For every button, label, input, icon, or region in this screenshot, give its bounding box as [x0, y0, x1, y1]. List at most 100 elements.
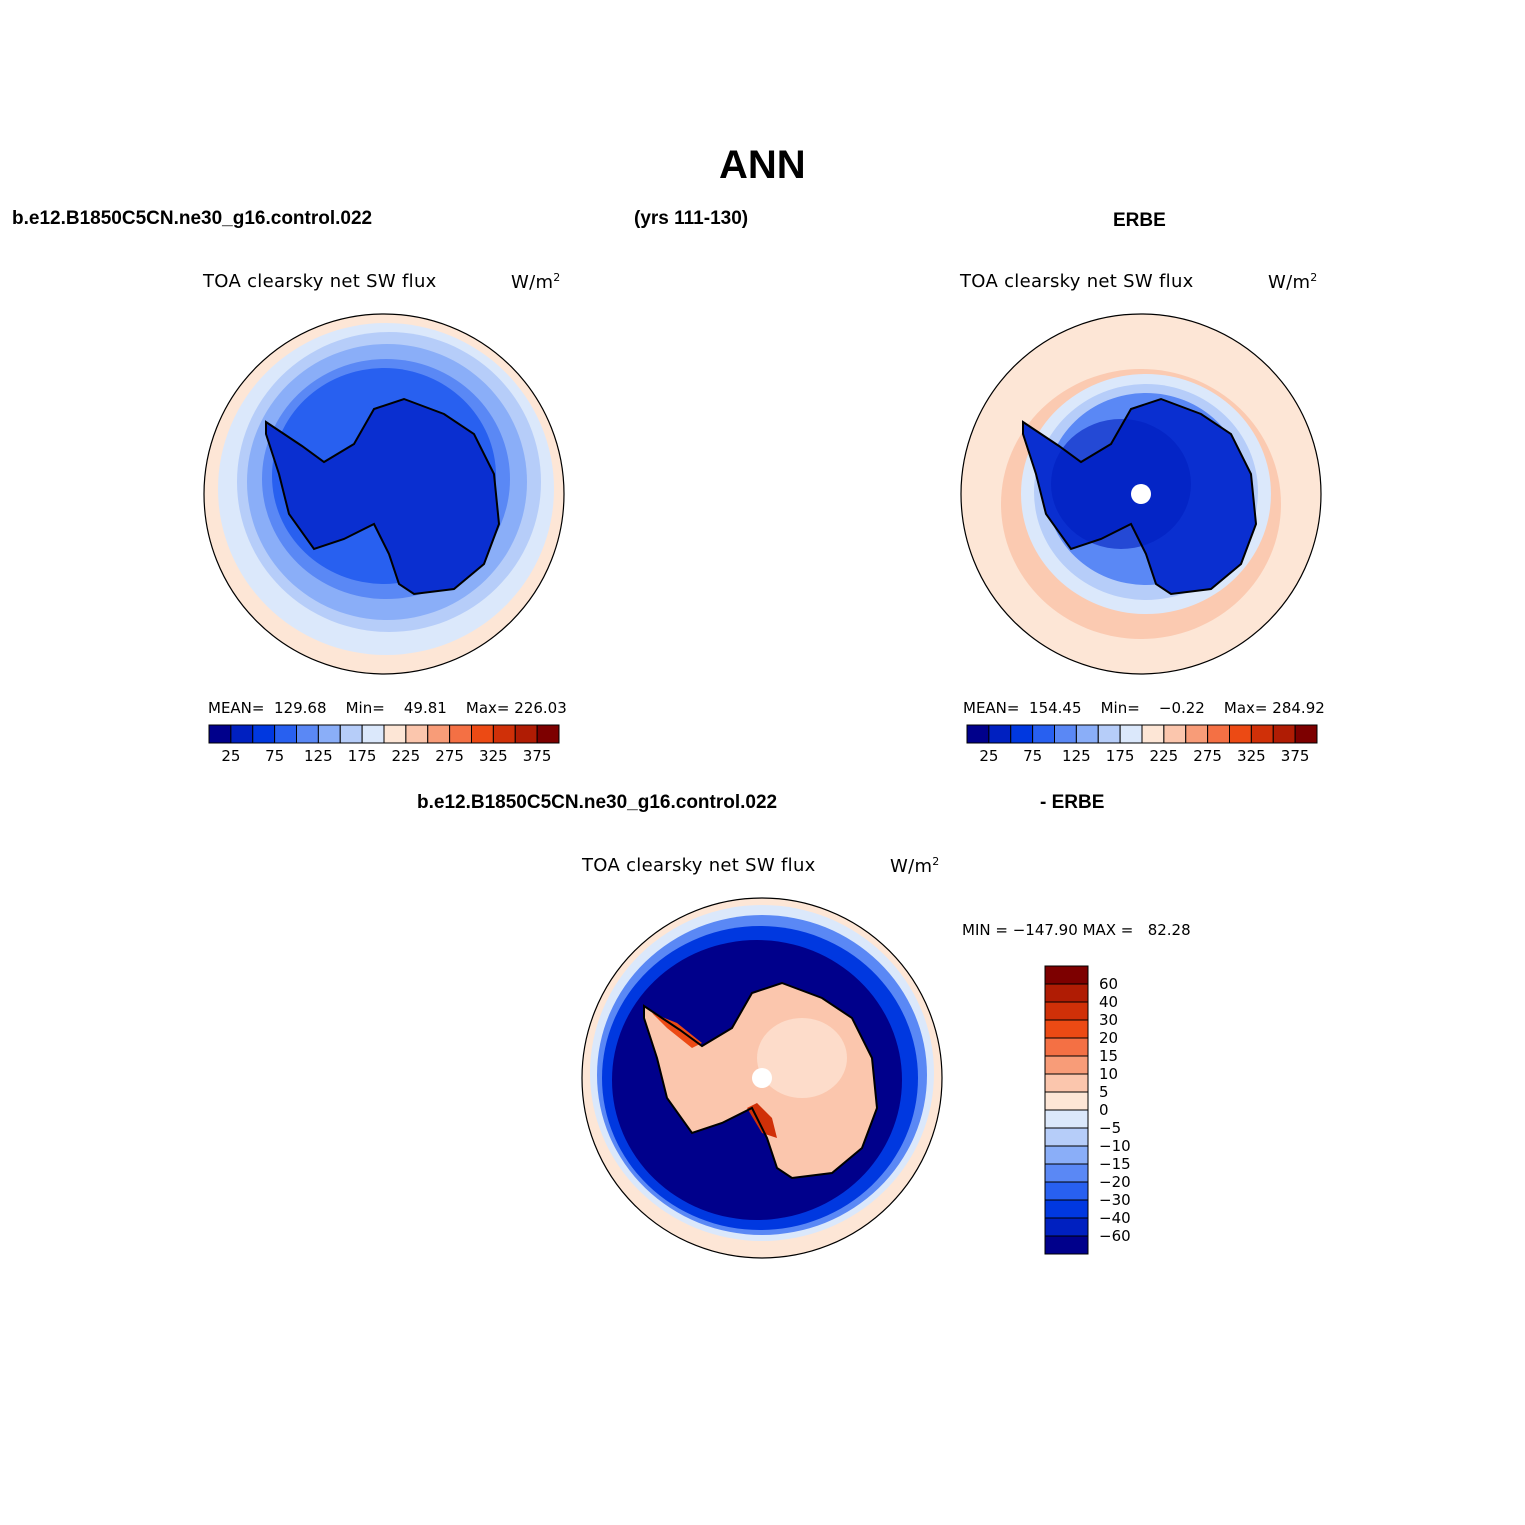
colorbar-tick-label: 20 [1099, 1029, 1118, 1047]
colorbar-box [1229, 724, 1252, 744]
colorbar-box [1044, 965, 1089, 985]
antarctica-coastline [265, 397, 501, 596]
colorbar-tick-label: −15 [1099, 1155, 1131, 1173]
obs-name: ERBE [1113, 210, 1166, 231]
colorbar-tick-label: 25 [979, 747, 998, 765]
colorbar-box [1044, 1217, 1089, 1237]
colorbar-box [296, 724, 319, 744]
colorbar-tick-label: 375 [523, 747, 552, 765]
colorbar-box [405, 724, 429, 744]
diff-case-name: b.e12.B1850C5CN.ne30_g16.control.022 [417, 792, 778, 813]
colorbar-box [1032, 724, 1055, 744]
colorbar-tick-label: 5 [1099, 1083, 1109, 1101]
colorbar-box [1272, 724, 1296, 744]
case-name: b.e12.B1850C5CN.ne30_g16.control.022 [12, 208, 373, 229]
colorbar-box [536, 724, 560, 744]
colorbar-box [252, 724, 276, 744]
colorbar-box [492, 724, 516, 744]
colorbar-box [1250, 724, 1274, 744]
diff-panel-units: W/m2 [890, 855, 940, 877]
colorbar-box [471, 724, 494, 744]
colorbar-box [1044, 1055, 1089, 1075]
colorbar-box [1044, 1073, 1089, 1093]
colorbar-box [339, 724, 363, 744]
years-label: (yrs 111-130) [634, 208, 749, 229]
colorbar-tick-label: 225 [1150, 747, 1179, 765]
colorbar-tick-label: 15 [1099, 1047, 1118, 1065]
colorbar-box [1185, 724, 1209, 744]
colorbar-tick-label: 40 [1099, 993, 1118, 1011]
colorbar-tick-label: 25 [221, 747, 240, 765]
colorbar-box [317, 724, 341, 744]
colorbar-box [1044, 1091, 1089, 1111]
colorbar-tick-label: −5 [1099, 1119, 1121, 1137]
colorbar-box [1044, 1127, 1089, 1147]
colorbar-tick-label: 325 [479, 747, 508, 765]
diff-polar-map [581, 897, 943, 1259]
colorbar-box [1044, 1235, 1089, 1255]
colorbar-box [274, 724, 297, 744]
colorbar-box [1044, 1037, 1089, 1057]
model-stats: MEAN= 129.68 Min= 49.81 Max= 226.03 [208, 699, 567, 717]
colorbar-tick-label: 30 [1099, 1011, 1118, 1029]
colorbar-tick-label: −40 [1099, 1209, 1131, 1227]
colorbar-box [1119, 724, 1143, 744]
colorbar-box [1075, 724, 1099, 744]
colorbar-tick-label: 275 [435, 747, 464, 765]
colorbar-tick-label: 75 [1023, 747, 1042, 765]
colorbar-tick-label: 225 [392, 747, 421, 765]
colorbar-box [383, 724, 407, 744]
colorbar-box [1044, 1001, 1089, 1021]
colorbar-box [988, 724, 1012, 744]
colorbar-box [514, 724, 538, 744]
colorbar-tick-label: 175 [1106, 747, 1135, 765]
colorbar-tick-label: 275 [1193, 747, 1222, 765]
model-panel-title: TOA clearsky net SW flux [203, 271, 437, 292]
figure-title: ANN [719, 143, 806, 187]
model-panel-units: W/m2 [511, 271, 561, 293]
colorbar-box [1054, 724, 1077, 744]
diff-stats: MIN = −147.90 MAX = 82.28 [962, 921, 1191, 939]
colorbar-tick-label: 325 [1237, 747, 1266, 765]
colorbar-tick-label: 0 [1099, 1101, 1109, 1119]
obs-panel-units: W/m2 [1268, 271, 1318, 293]
colorbar-tick-label: 125 [1062, 747, 1091, 765]
colorbar-box [1163, 724, 1187, 744]
antarctica-coastline [1022, 397, 1258, 596]
colorbar-tick-label: 75 [265, 747, 284, 765]
colorbar-box [1044, 1145, 1089, 1165]
obs-colorbar: 25 75 125 175 225 275 325 375 [966, 724, 1318, 765]
colorbar-box [1010, 724, 1034, 744]
colorbar-tick-label: 375 [1281, 747, 1310, 765]
colorbar-box [1044, 1019, 1089, 1039]
colorbar-box [1141, 724, 1165, 744]
colorbar-box [966, 724, 990, 744]
colorbar-tick-label: 125 [304, 747, 333, 765]
colorbar-tick-label: −60 [1099, 1227, 1131, 1245]
colorbar-box [1097, 724, 1121, 744]
antarctica-coastline [643, 981, 879, 1180]
obs-panel-title: TOA clearsky net SW flux [960, 271, 1194, 292]
colorbar-tick-label: −30 [1099, 1191, 1131, 1209]
colorbar-box [1044, 1109, 1089, 1129]
colorbar-box [208, 724, 232, 744]
colorbar-box [427, 724, 451, 744]
colorbar-tick-label: −10 [1099, 1137, 1131, 1155]
colorbar-box [1044, 1181, 1089, 1201]
colorbar-tick-label: 60 [1099, 975, 1118, 993]
colorbar-box [1207, 724, 1230, 744]
diff-obs-name: - ERBE [1040, 792, 1105, 813]
colorbar-tick-label: 10 [1099, 1065, 1118, 1083]
colorbar-box [230, 724, 254, 744]
model-colorbar: 25 75 125 175 225 275 325 375 [208, 724, 560, 765]
colorbar-tick-label: −20 [1099, 1173, 1131, 1191]
obs-polar-map [960, 313, 1322, 675]
colorbar-tick-label: 175 [348, 747, 377, 765]
colorbar-box [361, 724, 385, 744]
obs-stats: MEAN= 154.45 Min= −0.22 Max= 284.92 [963, 699, 1325, 717]
colorbar-box [1044, 1199, 1089, 1219]
colorbar-box [1044, 1163, 1089, 1183]
colorbar-box [1044, 983, 1089, 1003]
colorbar-box [1294, 724, 1318, 744]
